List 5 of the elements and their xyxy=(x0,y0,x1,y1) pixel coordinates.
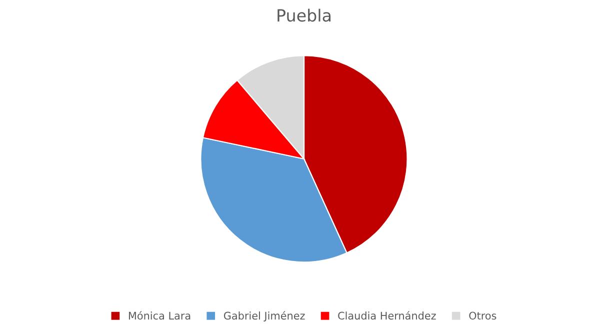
legend-label: Otros xyxy=(469,312,496,320)
legend-label: Claudia Hernández xyxy=(338,311,436,320)
legend-label: Gabriel Jiménez xyxy=(224,311,305,322)
legend-label: Mónica Lara xyxy=(128,311,190,320)
chart-title: Puebla xyxy=(278,8,330,22)
